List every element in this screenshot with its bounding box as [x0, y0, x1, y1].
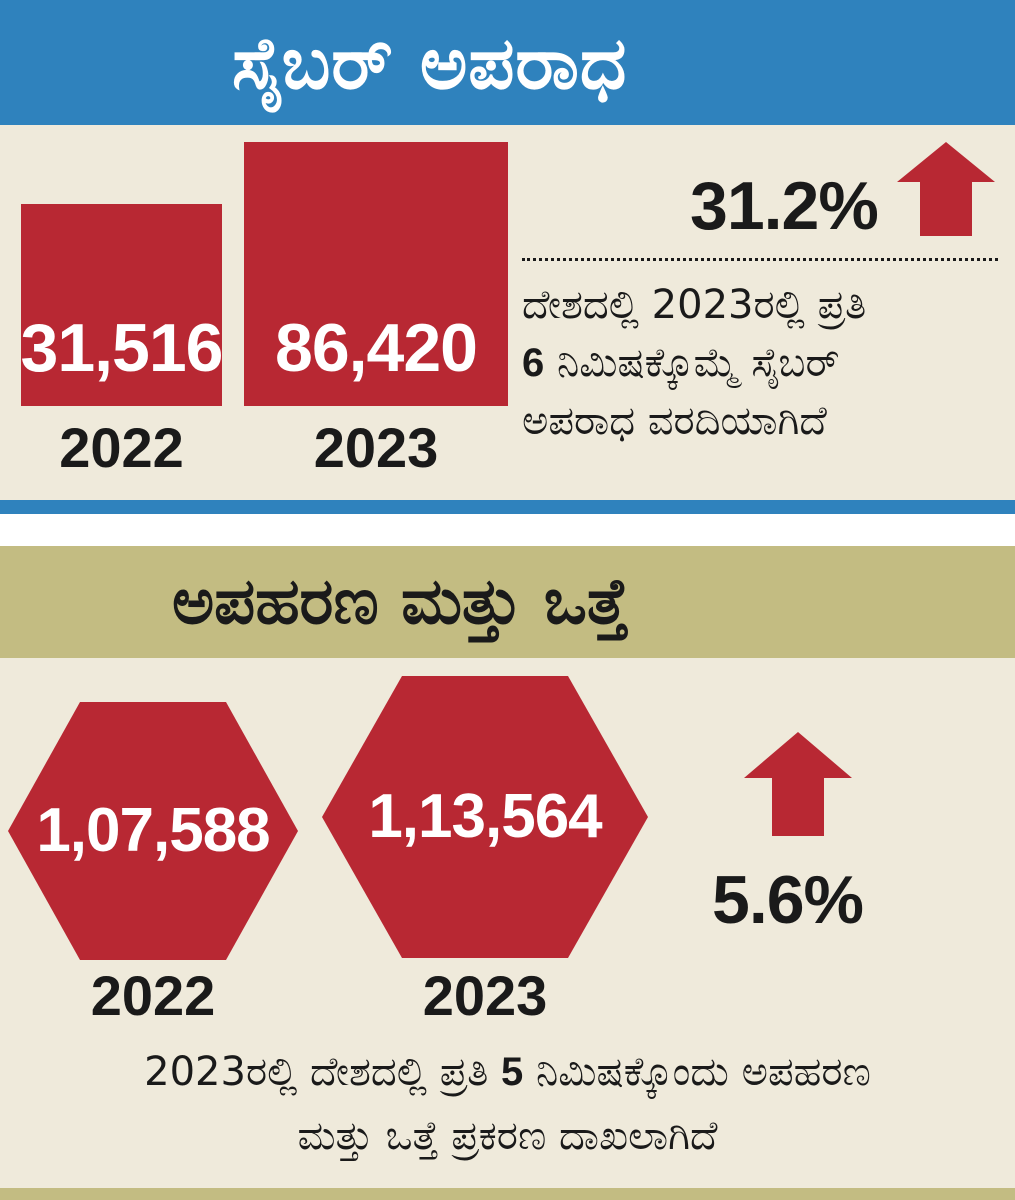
- kidnapping-note: 2023ರಲ್ಲಿ ದೇಶದಲ್ಲಿ ಪ್ರತಿ 5 ನಿಮಿಷಕ್ಕೊಂದು …: [30, 1040, 985, 1168]
- dotted-divider: [522, 258, 998, 261]
- kidnapping-title: ಅಪಹರಣ ಮತ್ತು ಒತ್ತೆ: [172, 565, 629, 639]
- kidnap-note-number: 5: [501, 1050, 524, 1094]
- cyber-year-label-2022: 2022: [59, 416, 184, 479]
- cyber-bar-2022: 31,516: [20, 204, 224, 406]
- cyber-note-line-3: ಅಪರಾಧ ವರದಿಯಾಗಿದೆ: [522, 398, 827, 444]
- cyber-bar-value-2023: 86,420: [275, 310, 478, 386]
- kidnap-note-line-1-a: 2023ರಲ್ಲಿ ದೇಶದಲ್ಲಿ ಪ್ರತಿ: [144, 1049, 502, 1095]
- kidnap-value-2022: 1,07,588: [36, 796, 270, 865]
- arrow-up-icon: [744, 732, 852, 836]
- cyber-note-line-1: ದೇಶದಲ್ಲಿ 2023ರಲ್ಲಿ ಪ್ರತಿ: [522, 282, 867, 328]
- cyber-note-line-2-text: ನಿಮಿಷಕ್ಕೊಮ್ಮೆ ಸೈಬರ್: [544, 340, 840, 386]
- kidnap-note-line-1-b: ನಿಮಿಷಕ್ಕೊಂದು ಅಪಹರಣ: [523, 1049, 871, 1095]
- kidnap-hexagon-2022: 1,07,588: [8, 702, 298, 960]
- cyber-change-percent: 31.2%: [690, 168, 879, 244]
- cyber-crime-note: ದೇಶದಲ್ಲಿ 2023ರಲ್ಲಿ ಪ್ರತಿ 6 ನಿಮಿಷಕ್ಕೊಮ್ಮೆ…: [522, 276, 992, 450]
- kidnap-note-line-1: 2023ರಲ್ಲಿ ದೇಶದಲ್ಲಿ ಪ್ರತಿ 5 ನಿಮಿಷಕ್ಕೊಂದು …: [30, 1040, 985, 1104]
- section-divider: [0, 500, 1015, 514]
- kidnap-note-line-2: ಮತ್ತು ಒತ್ತೆ ಪ್ರಕರಣ ದಾಖಲಾಗಿದೆ: [297, 1113, 718, 1159]
- cyber-bar-value-2022: 31,516: [20, 310, 224, 386]
- kidnap-year-label-2023: 2023: [422, 964, 548, 1027]
- cyber-note-number: 6: [522, 341, 545, 385]
- cyber-crime-header: ಸೈಬರ್ ಅಪರಾಧ: [0, 0, 1015, 125]
- arrow-up-icon: [897, 142, 995, 236]
- hexagon-shape: [8, 702, 298, 960]
- kidnap-hexagon-2023: 1,13,564: [322, 676, 648, 958]
- kidnap-year-label-2022: 2022: [90, 964, 216, 1027]
- cyber-note-line-2: 6 ನಿಮಿಷಕ್ಕೊಮ್ಮೆ ಸೈಬರ್: [522, 334, 992, 392]
- kidnap-change-percent: 5.6%: [712, 862, 864, 938]
- kidnap-value-2023: 1,13,564: [368, 782, 602, 851]
- hexagon-shape: [322, 676, 648, 958]
- bottom-rule: [0, 1188, 1015, 1200]
- cyber-year-label-2023: 2023: [313, 416, 439, 479]
- kidnapping-header: ಅಪಹರಣ ಮತ್ತು ಒತ್ತೆ: [0, 546, 1015, 658]
- cyber-crime-title: ಸೈಬರ್ ಅಪರಾಧ: [232, 20, 628, 105]
- cyber-bar-2023: 86,420: [244, 142, 508, 406]
